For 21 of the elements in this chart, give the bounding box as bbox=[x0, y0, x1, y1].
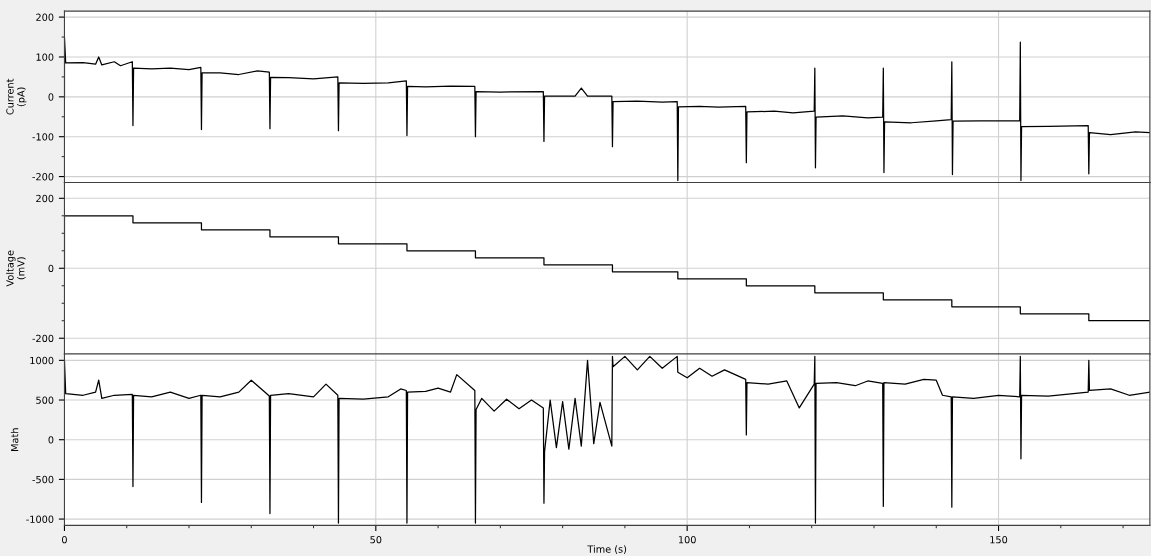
x-tick-label: 150 bbox=[990, 536, 1008, 544]
y-axis-title: Current (pA) bbox=[6, 78, 27, 115]
y-tick-label: -1000 bbox=[26, 515, 54, 523]
y-tick-label: 200 bbox=[36, 194, 54, 203]
y-tick-label: -200 bbox=[32, 173, 54, 181]
y-tick-label: 0 bbox=[48, 93, 54, 101]
y-tick-label: 500 bbox=[36, 396, 54, 404]
y-tick-label: 1000 bbox=[30, 356, 54, 365]
x-tick-label: 100 bbox=[678, 536, 696, 544]
y-tick-label: 200 bbox=[36, 13, 54, 21]
y-tick-label: 0 bbox=[48, 436, 54, 444]
y-tick-label: -500 bbox=[32, 475, 54, 484]
x-tick-label: 50 bbox=[370, 536, 382, 544]
y-tick-label: -100 bbox=[32, 133, 54, 141]
x-tick-label: 0 bbox=[62, 536, 67, 544]
y-tick-label: -200 bbox=[32, 334, 54, 343]
y-axis-title: Math bbox=[10, 428, 19, 451]
y-tick-label: 100 bbox=[36, 53, 54, 61]
x-axis-title: Time (s) bbox=[587, 545, 627, 554]
y-axis-title: Voltage (mV) bbox=[6, 250, 26, 287]
y-tick-label: 0 bbox=[48, 264, 54, 273]
